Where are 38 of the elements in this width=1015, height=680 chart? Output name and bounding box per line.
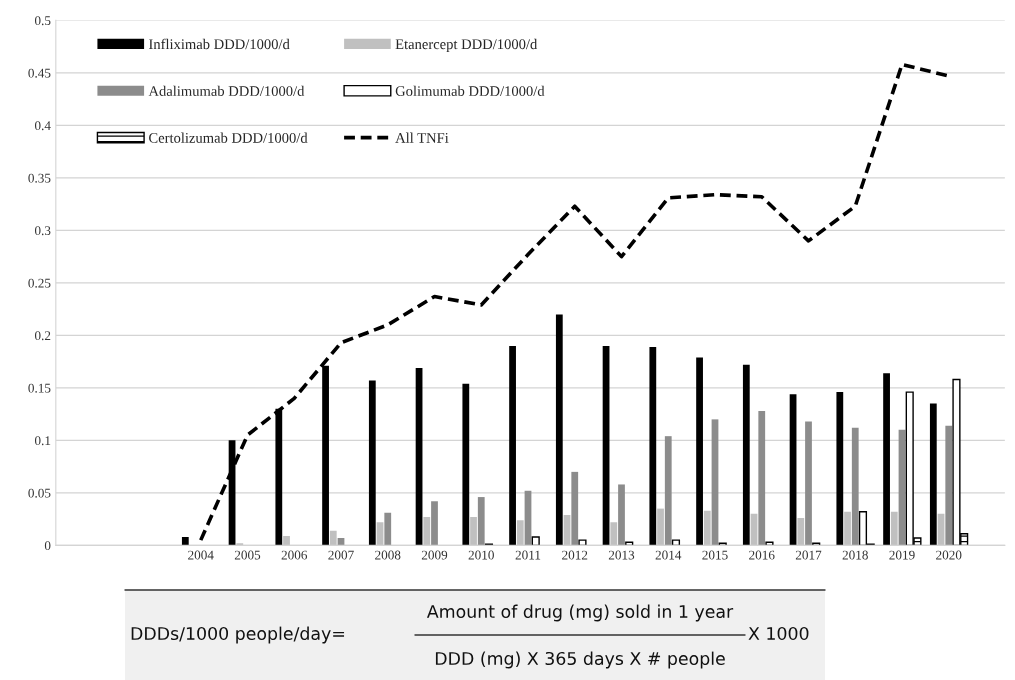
legend-label: All TNFi — [395, 132, 449, 143]
y-tick-label: 0.2 — [34, 331, 51, 341]
legend-label: Golimumab DDD/1000/d — [395, 85, 545, 96]
x-tick-label: 2015 — [702, 550, 728, 560]
x-tick-label: 2011 — [515, 550, 541, 560]
x-tick-label: 2013 — [608, 550, 635, 560]
x-tick-label: 2017 — [795, 550, 822, 560]
x-tick-label: 2004 — [188, 550, 214, 560]
x-tick-label: 2009 — [421, 550, 448, 560]
x-tick-label: 2007 — [328, 550, 354, 560]
y-tick-label: 0.05 — [28, 488, 51, 498]
legend-label: Adalimumab DDD/1000/d — [148, 85, 305, 96]
text: X 1000 — [748, 626, 809, 641]
x-tick-label: 2012 — [562, 550, 588, 560]
legend-label: Certolizumab DDD/1000/d — [149, 132, 308, 143]
y-tick-label: 0 — [44, 541, 51, 551]
y-tick-label: 0.35 — [28, 173, 51, 183]
y-tick-label: 0.45 — [28, 68, 51, 78]
text: DDDs/1000 people/day= — [131, 626, 345, 644]
x-tick-label: 2006 — [281, 550, 308, 560]
y-tick-label: 0.1 — [34, 436, 51, 446]
text: DDD (mg) X 365 days X # people — [435, 651, 725, 669]
x-tick-label: 2018 — [842, 550, 868, 560]
y-tick-label: 0.5 — [34, 16, 51, 26]
x-tick-label: 2016 — [749, 550, 775, 560]
text: Amount of drug (mg) sold in 1 year — [426, 604, 734, 622]
x-tick-label: 2005 — [234, 550, 261, 560]
y-tick-label: 0.3 — [34, 226, 51, 236]
y-tick-label: 0.25 — [28, 278, 51, 288]
legend-label: Etanercept DDD/1000/d — [395, 38, 538, 53]
y-tick-label: 0.15 — [28, 383, 51, 393]
x-tick-label: 2019 — [889, 550, 915, 560]
legend-label: Infliximab DDD/1000/d — [148, 38, 290, 50]
x-tick-label: 2008 — [375, 550, 401, 560]
x-tick-label: 2010 — [468, 550, 494, 560]
y-tick-label: 0.4 — [34, 121, 51, 131]
x-tick-label: 2014 — [655, 550, 682, 560]
x-tick-label: 2020 — [936, 550, 962, 560]
